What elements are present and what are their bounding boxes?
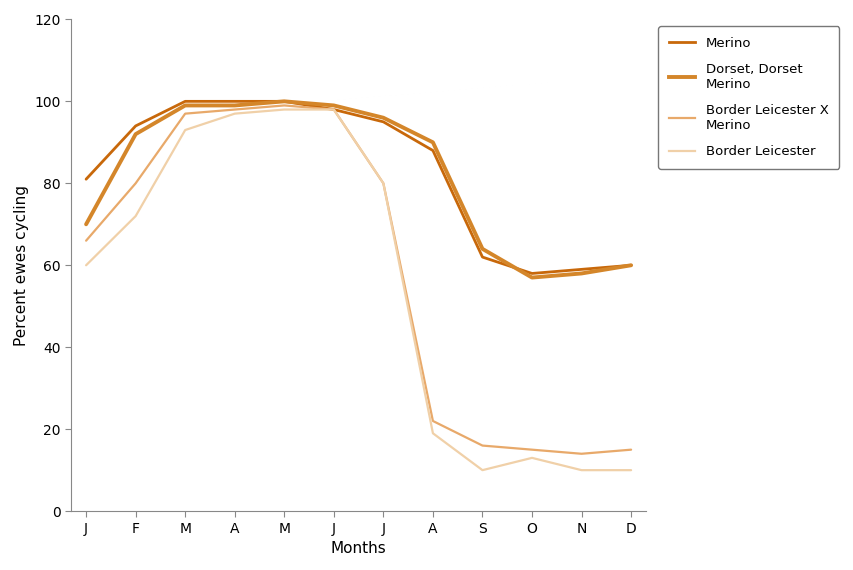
Dorset, Dorset
Merino [378,115,388,121]
Merino [229,98,240,105]
Border Leicester X
Merino [328,106,339,113]
Dorset, Dorset
Merino [477,246,487,253]
Y-axis label: Percent ewes cycling: Percent ewes cycling [14,185,29,346]
Merino [427,147,438,154]
Merino [328,106,339,113]
Merino [81,176,91,182]
Dorset, Dorset
Merino [625,262,635,268]
Merino [477,254,487,260]
Border Leicester X
Merino [279,102,289,109]
Merino [576,266,586,273]
Border Leicester X
Merino [229,106,240,113]
Line: Border Leicester X
Merino: Border Leicester X Merino [86,105,630,454]
Dorset, Dorset
Merino [328,102,339,109]
Border Leicester [131,213,141,219]
Border Leicester [279,106,289,113]
Merino [625,262,635,268]
X-axis label: Months: Months [330,541,386,556]
Legend: Merino, Dorset, Dorset
Merino, Border Leicester X
Merino, Border Leicester: Merino, Dorset, Dorset Merino, Border Le… [658,26,838,169]
Border Leicester [427,430,438,437]
Merino [131,123,141,129]
Dorset, Dorset
Merino [427,139,438,146]
Border Leicester X
Merino [81,237,91,244]
Border Leicester [625,467,635,474]
Border Leicester [477,467,487,474]
Border Leicester [180,127,190,133]
Dorset, Dorset
Merino [229,102,240,109]
Line: Border Leicester: Border Leicester [86,109,630,470]
Border Leicester X
Merino [526,446,537,453]
Border Leicester [328,106,339,113]
Merino [180,98,190,105]
Border Leicester X
Merino [625,446,635,453]
Border Leicester X
Merino [427,418,438,425]
Border Leicester [81,262,91,268]
Merino [526,270,537,277]
Border Leicester [576,467,586,474]
Dorset, Dorset
Merino [526,274,537,281]
Border Leicester X
Merino [576,450,586,457]
Merino [378,119,388,125]
Border Leicester X
Merino [180,110,190,117]
Dorset, Dorset
Merino [131,131,141,137]
Line: Dorset, Dorset
Merino: Dorset, Dorset Merino [86,101,630,278]
Border Leicester [229,110,240,117]
Dorset, Dorset
Merino [180,102,190,109]
Border Leicester X
Merino [477,442,487,449]
Border Leicester [526,454,537,461]
Border Leicester [378,180,388,187]
Merino [279,98,289,105]
Border Leicester X
Merino [131,180,141,187]
Dorset, Dorset
Merino [279,98,289,105]
Dorset, Dorset
Merino [81,221,91,227]
Dorset, Dorset
Merino [576,270,586,277]
Border Leicester X
Merino [378,180,388,187]
Line: Merino: Merino [86,101,630,274]
